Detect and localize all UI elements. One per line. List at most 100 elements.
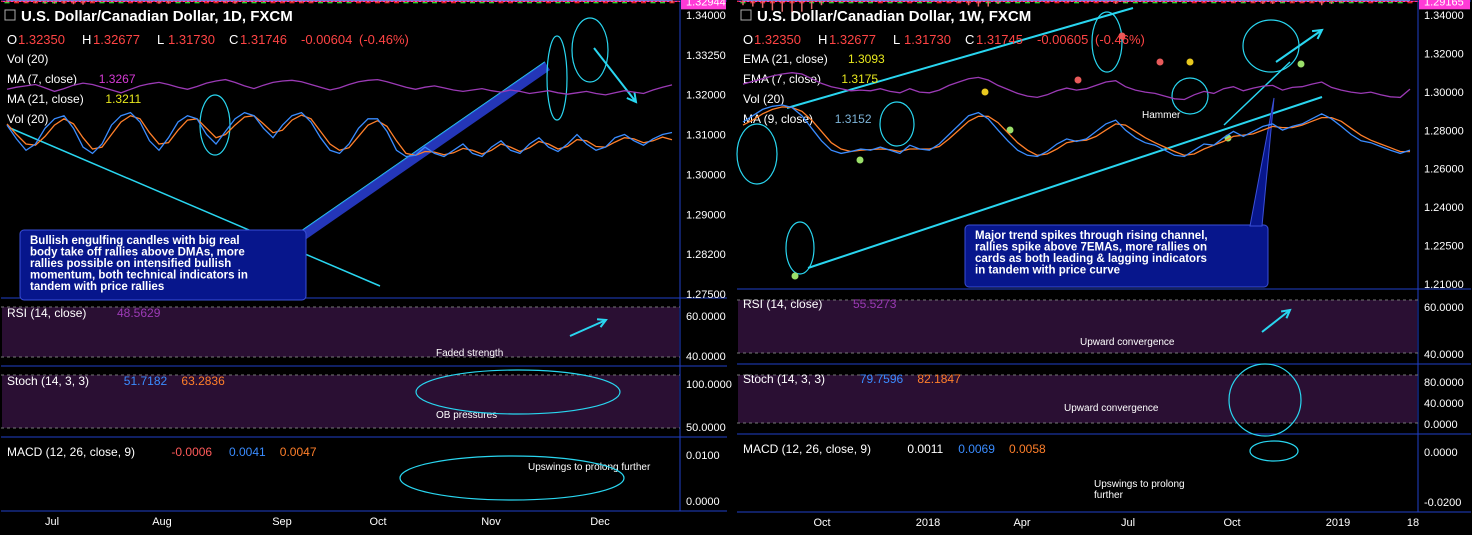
y-tick-label: 1.28200 <box>686 249 726 261</box>
highlight-ellipse <box>1242 19 1300 73</box>
x-tick-label: Oct <box>813 517 830 529</box>
note-line: tandem with price rallies <box>30 281 164 293</box>
indicator-band <box>738 375 1417 423</box>
indicator-y-tick: 0.0000 <box>686 496 720 508</box>
indicator-value-3: 0.0058 <box>1009 442 1046 456</box>
note-line: momentum, both technical indicators in <box>30 270 248 282</box>
highlight-ellipse <box>546 35 568 121</box>
candle-body <box>828 1 834 4</box>
indicator-y-tick: 100.0000 <box>686 379 732 391</box>
ohlc-value: 1.31730 <box>168 32 215 47</box>
ohlc-value: 1.32350 <box>18 32 65 47</box>
candle-body <box>1387 1 1393 4</box>
highlight-ellipse <box>785 221 815 275</box>
candle-body <box>1162 1 1168 4</box>
highlight-ellipse <box>199 94 231 156</box>
legend-label: Vol (20) <box>743 92 784 106</box>
collapse-icon <box>740 9 752 21</box>
ohlc-label: L <box>157 32 164 47</box>
candle-body <box>546 1 551 4</box>
signal-dot <box>791 272 799 280</box>
indicator-band <box>2 375 679 428</box>
breakout-line <box>1223 61 1291 126</box>
indicator-value-2: 63.2836 <box>181 374 225 388</box>
candle-body <box>137 1 143 4</box>
indicator-y-tick: 0.0100 <box>686 450 720 462</box>
indicator-value-3: 0.0047 <box>280 445 317 459</box>
y-tick-label: 1.34000 <box>686 10 726 22</box>
candle-body <box>868 1 874 4</box>
candle-body <box>1024 1 1030 4</box>
candle-body <box>603 1 608 4</box>
note-line: cards as both leading & lagging indicato… <box>975 253 1207 265</box>
signal-dot <box>1186 58 1194 66</box>
candle-body <box>536 1 542 4</box>
x-tick-label: 18 <box>1407 517 1419 529</box>
y-tick-label: 1.28000 <box>1424 125 1464 137</box>
note-line: body take off rallies above DMAs, more <box>30 247 245 259</box>
candle-body <box>432 1 437 4</box>
y-tick-label: 1.21000 <box>1424 279 1464 291</box>
indicator-ellipse <box>1228 363 1302 437</box>
candle-body <box>337 1 342 4</box>
candle-body <box>194 1 200 4</box>
legend-label: MA (21, close) <box>7 92 84 106</box>
chart-title: U.S. Dollar/Canadian Dollar, 1W, FXCM <box>757 8 1031 25</box>
indicator-ellipse <box>1249 440 1299 462</box>
candle-body <box>848 1 854 4</box>
signal-dot <box>981 88 989 96</box>
candle-body <box>517 1 523 4</box>
candle-body <box>365 1 371 4</box>
candle-body <box>660 1 665 4</box>
note-box <box>19 229 307 301</box>
indicator-y-tick: 60.0000 <box>1424 302 1464 314</box>
candle-body <box>1083 1 1089 4</box>
signal-dot <box>1118 32 1126 40</box>
candle-body <box>574 1 580 4</box>
trend-arrow <box>1275 29 1323 63</box>
candle-body <box>118 1 124 4</box>
ohlc-label: C <box>965 32 974 47</box>
ohlc-label: O <box>7 32 17 47</box>
candle-body <box>565 1 570 4</box>
candle-body <box>858 1 864 4</box>
y-tick-label: 1.27500 <box>686 289 726 301</box>
candle-body <box>213 1 219 4</box>
legend-value: 1.3152 <box>835 112 872 126</box>
candle-body <box>356 1 361 4</box>
stoch-k-line <box>6 111 673 158</box>
y-tick-label: 1.26000 <box>1424 164 1464 176</box>
legend-value: 1.3175 <box>841 72 878 86</box>
candle-body <box>498 1 504 4</box>
x-tick-label: 2018 <box>916 517 940 529</box>
y-tick-label: 1.32000 <box>1424 48 1464 60</box>
legend-value: 1.3267 <box>99 72 136 86</box>
y-tick-label: 1.24000 <box>1424 202 1464 214</box>
candle-body <box>593 1 599 4</box>
candle-body <box>631 1 637 4</box>
candle-body <box>242 1 247 4</box>
y-tick-label: 1.32000 <box>686 90 726 102</box>
ohlc-label: L <box>893 32 900 47</box>
note-box <box>964 224 1269 288</box>
candle-body <box>204 1 209 4</box>
rsi-line <box>6 78 673 96</box>
ohlc-label: H <box>82 32 91 47</box>
collapse-icon <box>4 9 16 21</box>
candle-body <box>451 1 456 4</box>
indicator-value: 55.5273 <box>853 297 897 311</box>
candle-body <box>1015 1 1021 4</box>
stoch-k-line <box>742 104 1411 158</box>
indicator-y-tick: 60.0000 <box>686 311 726 323</box>
candle-body <box>926 1 932 4</box>
candle-body <box>1044 1 1050 4</box>
indicator-band <box>2 307 679 357</box>
candle-body <box>1181 1 1187 4</box>
x-tick-label: Nov <box>481 516 501 528</box>
indicator-y-tick: 40.0000 <box>686 351 726 363</box>
legend-value: 1.3093 <box>848 52 885 66</box>
candle-body <box>1348 1 1354 4</box>
x-tick-label: Jul <box>1121 517 1135 529</box>
candle-body <box>1201 1 1207 4</box>
